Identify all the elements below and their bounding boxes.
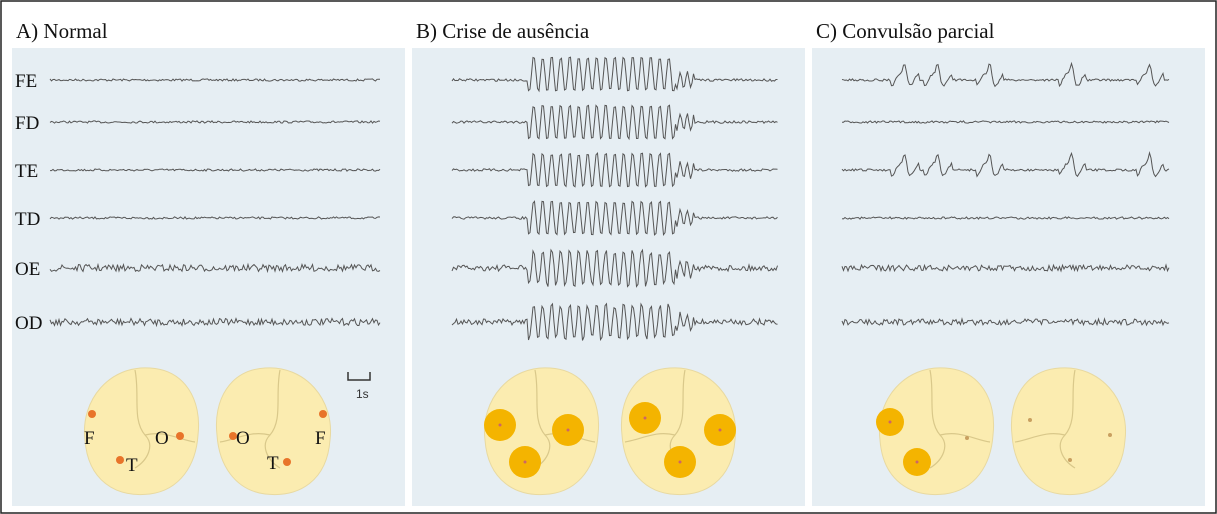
brain-shape	[216, 368, 330, 495]
focus-center	[567, 429, 570, 432]
brain-label: F	[84, 428, 95, 449]
focus	[1108, 433, 1112, 437]
brain-label: O	[155, 428, 169, 449]
focus-center	[524, 461, 527, 464]
channel-label: TD	[15, 209, 40, 230]
focus-center	[916, 461, 919, 464]
focus	[88, 410, 96, 418]
brain-label: F	[315, 428, 326, 449]
focus	[176, 432, 184, 440]
focus-center	[679, 461, 682, 464]
focus	[1028, 418, 1032, 422]
focus-center	[499, 424, 502, 427]
panel-title: B) Crise de ausência	[416, 19, 590, 43]
brain-label: T	[126, 455, 138, 476]
panel-bg	[812, 48, 1205, 506]
page: A) Normal B) Crise de ausência C) Convul…	[0, 0, 1217, 514]
brain-shape	[1011, 368, 1125, 495]
focus-center	[889, 421, 892, 424]
focus	[319, 410, 327, 418]
channel-label: TE	[15, 161, 38, 182]
focus	[1068, 458, 1072, 462]
focus	[283, 458, 291, 466]
focus	[116, 456, 124, 464]
brain	[84, 368, 198, 495]
panel-title: A) Normal	[16, 19, 108, 43]
brain	[216, 368, 330, 495]
focus-center	[644, 417, 647, 420]
panel-title: C) Convulsão parcial	[816, 19, 995, 43]
brain-label: T	[267, 453, 279, 474]
brain-shape	[84, 368, 198, 495]
channel-label: OE	[15, 259, 40, 280]
scale-label: 1s	[356, 387, 369, 401]
figure: A) Normal B) Crise de ausência C) Convul…	[0, 0, 1217, 514]
brain	[484, 368, 599, 495]
focus	[965, 436, 969, 440]
panel-bg	[12, 48, 405, 506]
channel-label: FE	[15, 71, 37, 92]
channel-label: OD	[15, 313, 42, 334]
brain	[1011, 368, 1125, 495]
channel-label: FD	[15, 113, 39, 134]
brain	[621, 368, 736, 495]
focus-center	[719, 429, 722, 432]
brain-label: O	[236, 428, 250, 449]
